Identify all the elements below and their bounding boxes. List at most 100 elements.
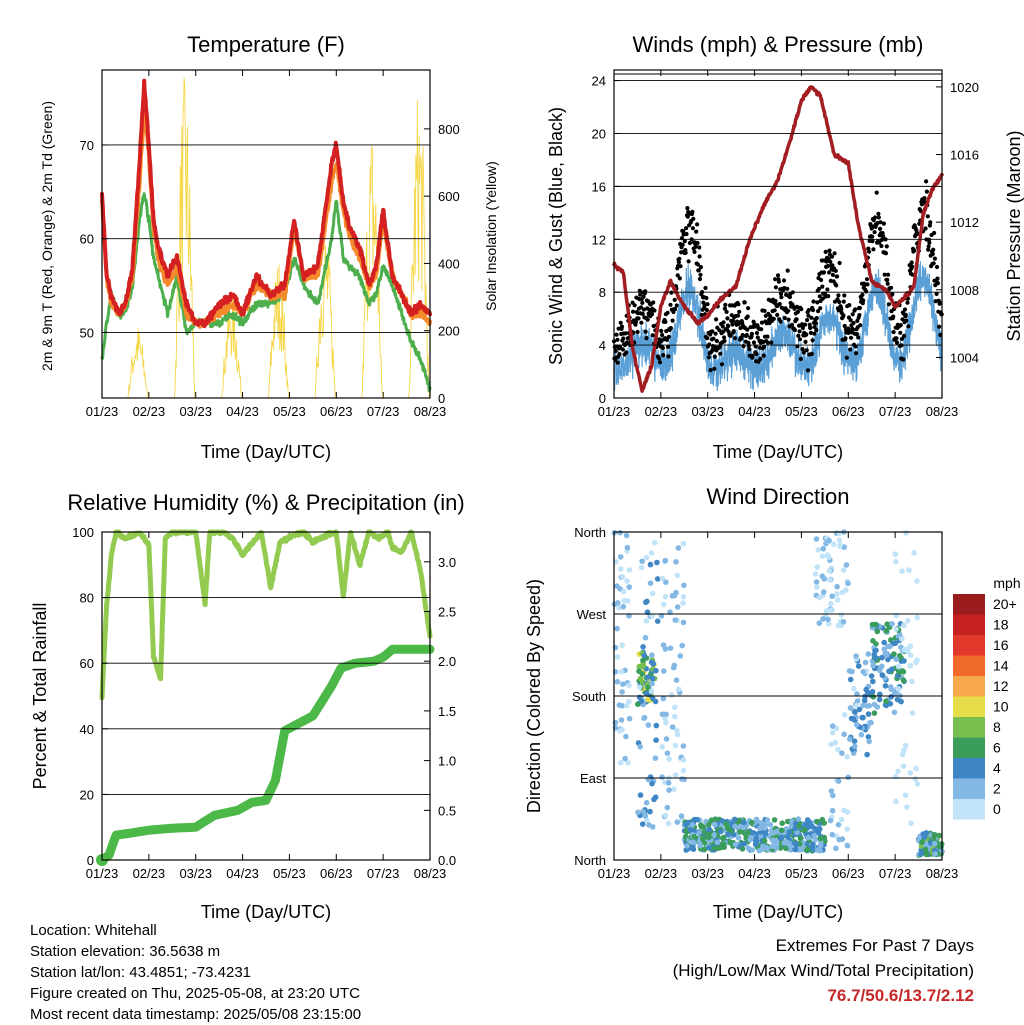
temp-xtick-label: 07/23 <box>367 404 400 419</box>
direction-point <box>654 576 661 582</box>
gust-point <box>902 307 908 312</box>
direction-point <box>816 826 823 832</box>
gust-point <box>776 279 782 284</box>
direction-point <box>671 713 678 720</box>
direction-point <box>836 537 843 544</box>
direction-point <box>706 826 713 833</box>
gust-point <box>904 318 909 323</box>
gust-point <box>864 289 869 294</box>
direction-point <box>624 578 630 584</box>
direction-point <box>864 703 871 709</box>
gust-point <box>614 332 619 337</box>
gust-point <box>816 309 821 314</box>
gust-point <box>728 333 733 338</box>
gust-point <box>675 273 680 278</box>
direction-point <box>721 834 727 841</box>
direction-point <box>624 702 630 709</box>
gust-point <box>830 263 835 268</box>
gust-point <box>905 300 910 305</box>
speed-legend-swatch <box>953 696 985 717</box>
direction-point <box>804 817 811 823</box>
precipitation-line <box>97 644 435 865</box>
direction-point <box>749 830 756 836</box>
direction-point <box>829 807 836 814</box>
temp-ytick-label: 70 <box>80 138 94 153</box>
direction-point <box>861 697 868 704</box>
wind-plot-area <box>611 70 944 398</box>
direction-point <box>919 839 925 845</box>
gust-point <box>657 360 663 365</box>
gust-point <box>871 247 876 252</box>
gust-point <box>878 220 883 225</box>
direction-point <box>659 774 665 780</box>
direction-point <box>828 788 835 794</box>
gust-point <box>830 272 836 277</box>
direction-point <box>690 839 697 846</box>
direction-point <box>895 686 902 692</box>
direction-point <box>663 736 670 742</box>
gust-point <box>902 333 907 339</box>
created-text: Figure created on Thu, 2025-05-08, at 23… <box>30 985 360 1002</box>
direction-point <box>876 696 883 703</box>
gust-point <box>666 354 671 359</box>
gust-point <box>649 312 655 317</box>
gust-point <box>861 298 866 303</box>
direction-point <box>914 614 920 621</box>
gust-point <box>710 329 715 334</box>
gust-point <box>837 260 842 266</box>
direction-point <box>814 564 820 570</box>
gust-point <box>935 276 940 281</box>
direction-point <box>725 831 731 838</box>
direction-point <box>863 686 869 693</box>
dir-ytick-label: North <box>574 525 606 540</box>
direction-point <box>752 841 759 848</box>
direction-point <box>902 742 909 749</box>
direction-point <box>914 781 921 787</box>
gust-point <box>812 331 817 336</box>
direction-point <box>870 678 876 685</box>
direction-point <box>828 607 834 613</box>
gust-point <box>885 281 890 286</box>
direction-point <box>931 840 938 847</box>
direction-point <box>731 816 738 823</box>
location-text: Location: Whitehall <box>30 922 157 939</box>
direction-point <box>819 573 826 579</box>
direction-point <box>616 605 622 611</box>
wind-y2tick-label: 1004 <box>950 350 979 365</box>
direction-point <box>895 768 901 775</box>
gust-point <box>641 294 646 299</box>
direction-point <box>898 698 904 705</box>
direction-point <box>829 831 836 838</box>
gust-point <box>810 308 816 313</box>
gust-point <box>891 330 896 335</box>
gust-point <box>834 283 839 288</box>
gust-point <box>730 318 736 323</box>
gust-point <box>714 317 719 322</box>
wind-xtick-label: 01/23 <box>598 404 631 419</box>
gust-point <box>676 260 682 265</box>
direction-point <box>653 722 660 729</box>
direction-point <box>881 646 888 652</box>
gust-point <box>719 362 725 367</box>
direction-point <box>803 821 809 827</box>
rh-y2tick-label: 2.5 <box>438 605 456 620</box>
gust-point <box>703 285 708 291</box>
gust-point <box>828 259 833 264</box>
gust-point <box>731 329 736 334</box>
direction-point <box>845 774 851 781</box>
gust-point <box>785 268 790 273</box>
direction-point <box>619 703 626 709</box>
gust-point <box>740 333 745 338</box>
gust-point <box>881 234 886 239</box>
gust-point <box>802 322 808 327</box>
direction-point <box>847 676 854 683</box>
gust-point <box>870 239 875 244</box>
gust-point <box>841 299 846 304</box>
direction-point <box>667 645 674 651</box>
direction-point <box>714 839 721 846</box>
direction-point <box>680 619 687 626</box>
gust-point <box>759 320 765 325</box>
direction-point <box>856 706 863 713</box>
gust-point <box>683 250 688 255</box>
gust-point <box>808 330 814 335</box>
